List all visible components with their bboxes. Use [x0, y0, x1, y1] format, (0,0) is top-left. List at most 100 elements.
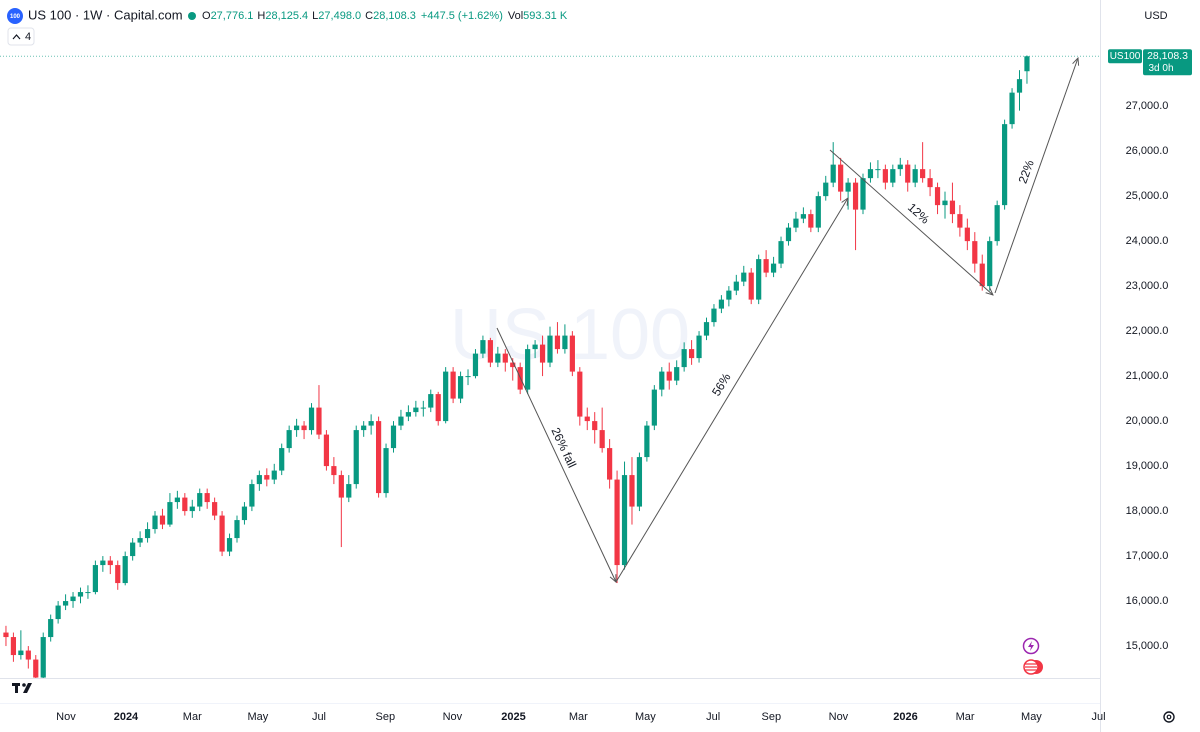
candle-body — [599, 430, 605, 449]
legend-label: O — [202, 10, 211, 22]
candle-body — [905, 164, 911, 183]
y-tick-label: 18,000.0 — [1126, 505, 1169, 517]
candle-body — [592, 421, 598, 431]
candle-body — [413, 407, 419, 413]
x-tick-label: May — [635, 711, 656, 723]
candle-body — [182, 497, 188, 512]
candle-body — [383, 448, 389, 494]
candle-body — [115, 565, 121, 584]
candle-body — [525, 349, 531, 390]
plot-area — [3, 55, 1030, 678]
candle-body — [920, 169, 926, 179]
candle-body — [234, 520, 240, 539]
candle-body — [554, 335, 561, 350]
candle-body — [189, 506, 195, 512]
candle-body — [144, 529, 151, 539]
candle-body — [979, 263, 985, 287]
candle-body — [808, 214, 814, 228]
settings-icon[interactable] — [1163, 711, 1175, 723]
candle-body — [346, 484, 352, 498]
candle-body — [651, 389, 657, 426]
currency[interactable]: USD — [1144, 10, 1167, 22]
candle-body — [264, 475, 270, 480]
logo-part — [22, 683, 26, 687]
candle-body — [323, 434, 330, 467]
x-tick-label: Jul — [1091, 711, 1105, 723]
indicator-toggle[interactable] — [7, 27, 35, 46]
candle-body — [249, 484, 255, 507]
candle-body — [48, 619, 54, 638]
candle-body — [510, 362, 516, 368]
candle-body — [130, 542, 136, 557]
candle-body — [443, 371, 449, 422]
legend-value: 27,776.1 — [211, 10, 254, 22]
candle-body — [85, 592, 91, 594]
candle-body — [226, 538, 233, 552]
candle-body — [644, 425, 650, 458]
candle-body — [353, 430, 359, 485]
y-tick-label: 21,000.0 — [1126, 370, 1169, 382]
candle-body — [1002, 124, 1008, 206]
candle-body — [741, 272, 747, 282]
candle-body — [815, 196, 821, 228]
x-tick-label: Nov — [829, 711, 849, 723]
candle-body — [308, 407, 315, 431]
candle-body — [942, 200, 948, 206]
candle-body — [674, 367, 680, 381]
candle-body — [70, 596, 76, 602]
chart-title[interactable]: US 100 · 1W · Capital.com — [28, 7, 183, 22]
candle-body — [286, 430, 292, 449]
candle-body — [92, 565, 98, 593]
candle-body — [279, 448, 285, 471]
candle-body — [607, 448, 613, 480]
candle-body — [294, 425, 300, 431]
candle-body — [912, 169, 918, 183]
candle-body — [420, 407, 426, 409]
symbol-tag: US100 — [1110, 51, 1141, 62]
symbol-tag-bg — [1108, 49, 1142, 64]
candle-body — [271, 470, 277, 480]
candle-body — [338, 475, 344, 498]
legend-label: C — [365, 10, 373, 22]
candle-body — [495, 353, 501, 363]
symbol-logo — [7, 8, 23, 24]
y-tick-label: 20,000.0 — [1126, 415, 1169, 427]
price-tag: US100 28,108.33d 0h — [0, 49, 1192, 76]
candle-body — [778, 241, 784, 264]
candle-body — [696, 335, 702, 359]
settings-icon-center — [1166, 714, 1172, 720]
candle-body — [994, 205, 1000, 242]
candle-body — [167, 502, 173, 525]
candle-body — [55, 605, 61, 620]
candle-body — [18, 650, 24, 656]
candle-body — [428, 394, 434, 408]
y-tick-label: 27,000.0 — [1126, 100, 1169, 112]
candle-body — [718, 299, 725, 309]
candle-body — [733, 281, 739, 291]
candle-body — [688, 349, 695, 359]
candle-body — [256, 475, 262, 485]
y-tick-label: 26,000.0 — [1126, 145, 1169, 157]
countdown: 3d 0h — [1148, 63, 1173, 74]
candle-body — [659, 371, 665, 390]
candle-body — [934, 187, 941, 206]
candle-body — [368, 421, 374, 426]
axes: 15,000.0 16,000.0 17,000.0 18,000.0 19,000.0… — [56, 100, 1168, 723]
legend-value: 28,108.3 — [373, 10, 416, 22]
y-tick-label: 24,000.0 — [1126, 235, 1169, 247]
candle-body — [301, 425, 307, 431]
candle-body — [174, 497, 180, 503]
candle-body — [450, 371, 456, 399]
candle-body — [539, 344, 546, 363]
candle-body — [703, 322, 710, 336]
arrow — [994, 58, 1078, 294]
candle-body — [785, 227, 792, 242]
x-tick-label: Sep — [762, 711, 782, 723]
y-tick-label: 19,000.0 — [1126, 460, 1169, 472]
candle-body — [77, 592, 84, 597]
x-tick-label: Mar — [183, 711, 202, 723]
candle-body — [584, 416, 590, 422]
legend-value: 27,498.0 — [318, 10, 361, 22]
candle-body — [33, 659, 39, 678]
